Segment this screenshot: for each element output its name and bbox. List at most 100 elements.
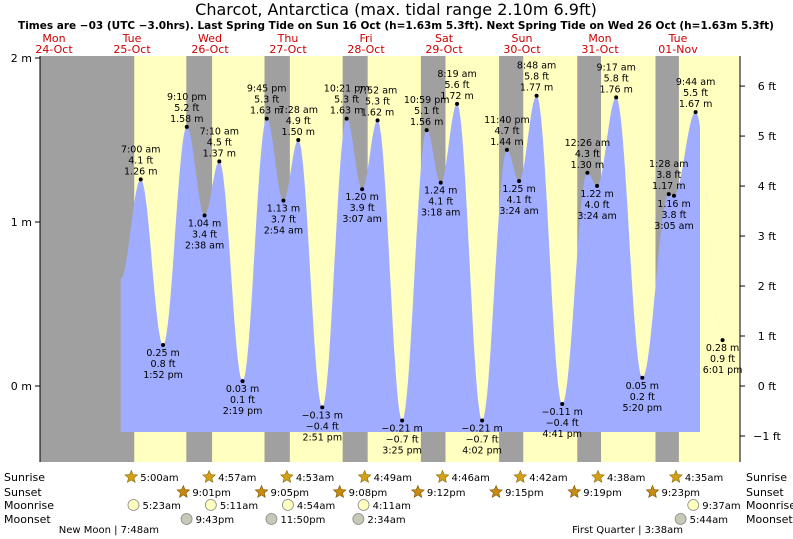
tide-point: [138, 177, 143, 182]
tide-label-text: 1.67 m: [679, 99, 712, 110]
tide-point: [517, 179, 522, 183]
high-tide-label: 10:59 pm5.1 ft1.56 m: [404, 95, 450, 128]
low-tide-label: −0.13 m−0.4 ft2:51 pm: [302, 410, 343, 443]
low-tide-label: −0.11 m−0.4 ft4:41 pm: [542, 407, 583, 440]
sunset-time: 9:12pm: [427, 488, 466, 499]
moonrise-time: 4:54am: [297, 501, 335, 512]
tide-point: [672, 193, 677, 198]
tide-label-text: 8:19 am: [437, 69, 476, 80]
axes: 2 m 1 m 0 m 6 ft 5 ft 4 ft 3 ft 2 ft 1 ft 0 ft −1 …: [11, 52, 782, 462]
low-tide-label: 0.25 m0.8 ft1:52 pm: [143, 348, 183, 381]
day-name: Tue: [122, 32, 142, 45]
low-tide-label: 1.16 m3.8 ft3:05 am: [654, 199, 693, 232]
tide-label-text: −0.4 ft: [546, 418, 579, 429]
tide-label-text: 1.76 m: [599, 84, 632, 95]
tide-point: [281, 198, 286, 203]
sunset-time: 9:15pm: [505, 488, 544, 499]
tide-label-text: 4.1 ft: [428, 197, 453, 208]
sunset-icon: [567, 484, 582, 498]
low-tide-label: 1.20 m3.9 ft3:07 am: [342, 192, 381, 225]
moon-phase-first-quarter: First Quarter | 3:38am: [572, 525, 683, 536]
tide-point: [240, 379, 245, 384]
y-tick-label-m: 0 m: [11, 380, 32, 393]
sunrise-icon: [202, 469, 217, 483]
low-tide-label: −0.21 m−0.7 ft4:02 pm: [461, 423, 502, 456]
tide-label-text: 1.16 m: [657, 199, 690, 210]
low-tide-label: 1.24 m4.1 ft3:18 am: [421, 186, 460, 219]
day-labels: Mon24-OctTue25-OctWed26-OctThu27-OctFri2…: [35, 32, 698, 56]
tide-label-text: −0.11 m: [542, 407, 583, 418]
tide-point: [504, 147, 509, 152]
high-tide-label: 7:10 am4.5 ft1.37 m: [200, 126, 239, 159]
y-tick-label-m: 2 m: [11, 52, 32, 65]
tide-label-text: −0.7 ft: [466, 434, 499, 445]
tide-label-text: 7:10 am: [200, 126, 239, 137]
low-tide-label: 0.05 m0.2 ft5:20 pm: [623, 381, 663, 414]
low-tide-label: 1.22 m4.0 ft3:24 am: [577, 189, 616, 222]
tide-label-text: 5.5 ft: [683, 88, 708, 99]
sunrise-icon: [513, 469, 528, 483]
high-tide-label: 1:28 am3.8 ft1.17 m: [649, 159, 688, 192]
sunset-icon: [410, 484, 425, 498]
tide-label-text: −0.21 m: [381, 423, 422, 434]
day-date: 30-Oct: [503, 43, 541, 56]
tide-label-text: 3:24 am: [577, 211, 616, 222]
tide-label-text: 9:44 am: [676, 77, 715, 88]
day-date: 27-Oct: [269, 43, 307, 56]
moonset-icon: [265, 513, 278, 525]
row-label-moonset-right: Moonset: [746, 513, 793, 526]
tide-label-text: 1:52 pm: [143, 370, 183, 381]
moonset-time: 2:34am: [367, 515, 405, 526]
tide-point: [640, 375, 645, 380]
tide-label-text: 1.26 m: [124, 166, 157, 177]
sunset-icon: [645, 484, 660, 498]
tide-point: [438, 180, 443, 185]
tide-label-text: 0.28 m: [706, 343, 739, 354]
day-date: 31-Oct: [581, 43, 619, 56]
tide-label-text: 1.37 m: [203, 148, 236, 159]
tide-label-text: 1.77 m: [520, 83, 553, 94]
day-name: Wed: [198, 32, 222, 45]
tide-label-text: 10:59 pm: [404, 95, 450, 106]
high-tide-label: 11:40 pm4.7 ft1.44 m: [484, 115, 530, 148]
moonrise-icon: [687, 499, 700, 511]
sunrise-time: 4:57am: [218, 473, 256, 484]
sunrise-icon: [435, 469, 450, 483]
high-tide-label: 7:28 am4.9 ft1.50 m: [279, 105, 318, 138]
day-name: Sun: [512, 32, 533, 45]
high-tide-label: 7:52 am5.3 ft1.62 m: [358, 85, 397, 118]
y-tick-label-ft: 1 ft: [758, 330, 777, 343]
row-label-sunset: Sunset: [4, 486, 42, 499]
sunrise-time: 4:42am: [529, 473, 567, 484]
sunrise-icon: [591, 469, 605, 483]
tide-area: [120, 95, 723, 432]
y-tick-label-ft: 2 ft: [758, 280, 777, 293]
tide-label-text: 7:00 am: [121, 144, 160, 155]
tide-label-text: 0.25 m: [146, 348, 179, 359]
chart-title: Charcot, Antarctica (max. tidal range 2.…: [195, 0, 597, 19]
tide-label-text: 3.8 ft: [656, 170, 681, 181]
day-name: Thu: [277, 32, 299, 45]
tide-label-text: 4.5 ft: [207, 137, 232, 148]
tide-point: [375, 118, 380, 123]
tide-label-text: 4:02 pm: [462, 445, 502, 456]
tide-label-text: 3:25 pm: [382, 445, 422, 456]
low-tide-label: 0.28 m0.9 ft6:01 pm: [703, 343, 743, 376]
tide-point: [534, 93, 539, 98]
tide-label-text: 3.4 ft: [192, 229, 217, 240]
low-tide-label: −0.21 m−0.7 ft3:25 pm: [381, 423, 422, 456]
moonrise-icon: [127, 499, 140, 511]
tide-label-text: 4.1 ft: [128, 155, 153, 166]
tide-point: [344, 116, 349, 121]
tide-label-text: 2:19 pm: [223, 406, 263, 417]
tide-label-text: 3.8 ft: [661, 210, 686, 221]
tide-label-text: 9:17 am: [596, 62, 635, 73]
high-tide-label: 8:48 am5.8 ft1.77 m: [517, 61, 556, 94]
tide-label-text: 5.3 ft: [254, 95, 279, 106]
moonrise-time: 9:37am: [702, 501, 740, 512]
sunset-time: 9:05pm: [271, 488, 310, 499]
sunset-icon: [254, 484, 269, 498]
tide-point: [184, 124, 189, 129]
sunset-time: 9:01pm: [192, 488, 231, 499]
